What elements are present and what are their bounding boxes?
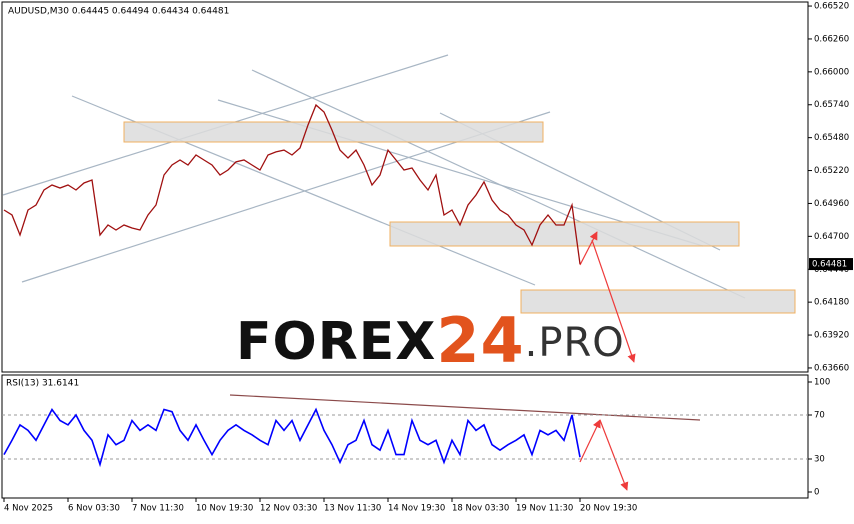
rsi-trend-line	[229, 394, 701, 421]
rsi-pane	[1, 374, 809, 499]
y-tick-label: 0	[814, 488, 819, 498]
y-tick-label: 0.63660	[814, 363, 849, 373]
forecast-arrow	[599, 419, 629, 491]
y-tick-label: 0.64180	[814, 298, 849, 308]
x-tick-label: 20 Nov 19:30	[580, 504, 637, 514]
y-tick-label: 0.64960	[814, 199, 849, 209]
series-line	[3, 407, 581, 468]
x-tick-label: 19 Nov 11:30	[516, 504, 573, 514]
forecast-arrow	[579, 231, 598, 266]
price-pane	[1, 1, 809, 373]
y-tick-label: 0.65220	[814, 166, 849, 176]
chart-title: RSI(13) 31.6141	[6, 379, 79, 389]
y-tick-label: 0.63920	[814, 331, 849, 341]
y-tick-label: 0.64700	[814, 232, 849, 242]
y-tick-label: 0.65740	[814, 100, 849, 110]
series-line	[3, 103, 581, 265]
support-zone	[389, 221, 740, 247]
price-label: 0.64481	[812, 260, 847, 270]
x-tick-label: 12 Nov 03:30	[260, 504, 317, 514]
y-tick-label: 0.65480	[814, 133, 849, 143]
y-tick-label: 0.66520	[814, 2, 849, 12]
y-tick-label: 30	[814, 455, 825, 465]
forecast-arrow	[591, 239, 636, 363]
annotations	[2, 54, 796, 491]
x-tick-label: 18 Nov 03:30	[452, 504, 509, 514]
target-zone	[520, 289, 796, 314]
watermark: FOREX24.PRO	[236, 304, 625, 377]
resistance-zone	[123, 121, 544, 143]
forecast-arrow	[579, 419, 601, 463]
watermark-text: FOREX	[236, 312, 436, 372]
watermark-text: .PRO	[525, 320, 625, 366]
y-tick-label: 0.66000	[814, 67, 849, 77]
x-tick-label: 14 Nov 19:30	[388, 504, 445, 514]
y-tick-label: 100	[814, 378, 830, 388]
x-tick-label: 4 Nov 2025	[4, 504, 53, 514]
x-tick-label: 10 Nov 19:30	[196, 504, 253, 514]
x-tick-label: 13 Nov 11:30	[324, 504, 381, 514]
x-tick-label: 7 Nov 11:30	[132, 504, 184, 514]
y-tick-label: 70	[814, 411, 825, 421]
chart-title: AUDUSD,M30 0.64445 0.64494 0.64434 0.644…	[8, 7, 229, 17]
y-tick-label: 0.66260	[814, 34, 849, 44]
x-tick-label: 6 Nov 03:30	[68, 504, 120, 514]
price-label-box	[809, 258, 853, 271]
watermark-text: 24	[436, 304, 524, 377]
